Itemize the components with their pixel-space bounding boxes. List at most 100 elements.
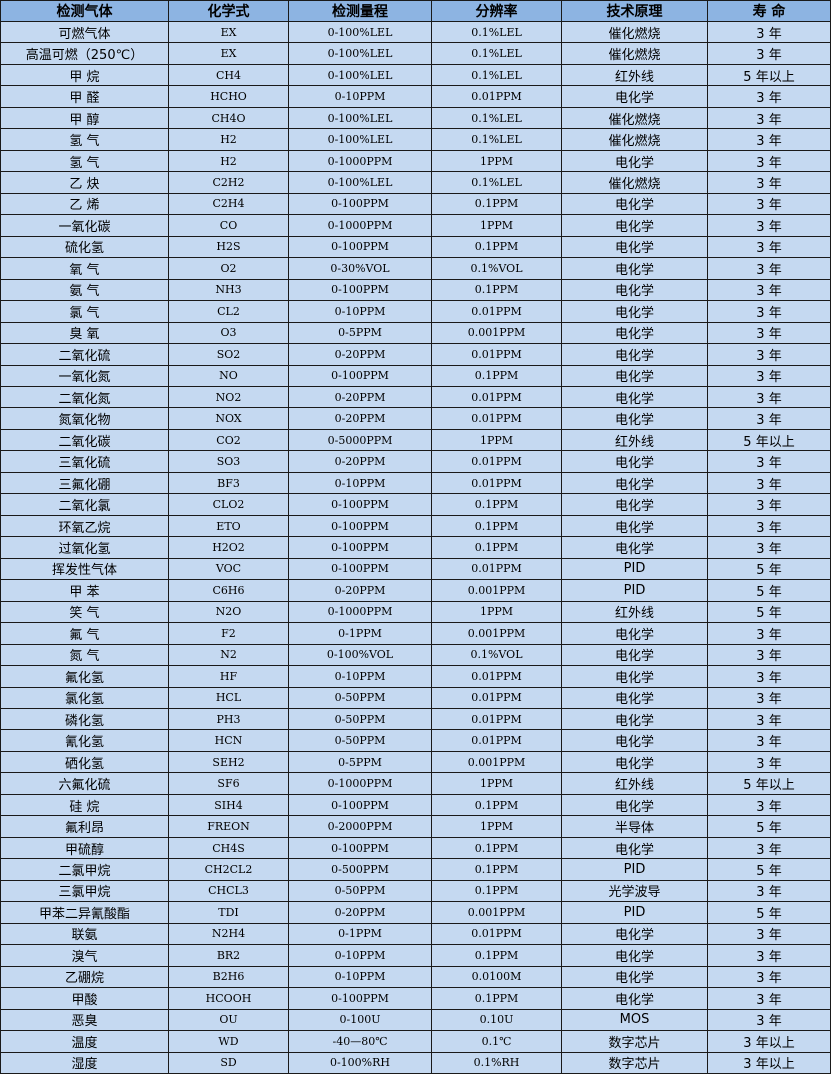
cell-principle: 电化学 xyxy=(561,686,708,710)
table-row: 笑 气 N2O 0-1000PPM 1PPM 红外线 5 年 xyxy=(0,600,831,624)
table-row: 甲苯二异氰酸酯 TDI 0-20PPM 0.001PPM PID 5 年 xyxy=(0,901,831,924)
table-row: 甲 苯 C6H6 0-20PPM 0.001PPM PID 5 年 xyxy=(0,579,831,602)
cell-principle: 电化学 xyxy=(561,514,708,538)
cell-resolution: 0.1PPM xyxy=(431,858,562,881)
cell-resolution: 0.001PPM xyxy=(431,579,562,602)
cell-principle: 电化学 xyxy=(561,364,708,387)
cell-gas: 笑 气 xyxy=(0,600,169,624)
cell-lifespan: 3 年 xyxy=(707,471,831,495)
table-row: 溴气 BR2 0-10PPM 0.1PPM 电化学 3 年 xyxy=(0,944,831,967)
table-row: 甲 烷 CH4 0-100%LEL 0.1%LEL 红外线 5 年以上 xyxy=(0,63,831,87)
cell-gas: 甲 苯 xyxy=(0,579,169,602)
cell-range: 0-1PPM xyxy=(288,922,432,946)
cell-range: 0-10PPM xyxy=(288,665,432,688)
cell-resolution: 0.1PPM xyxy=(431,836,562,860)
cell-resolution: 0.01PPM xyxy=(431,85,562,108)
cell-resolution: 0.1PPM xyxy=(431,192,562,216)
cell-gas: 温度 xyxy=(0,1030,169,1053)
table-row: 湿度 SD 0-100%RH 0.1%RH 数字芯片 3 年以上 xyxy=(0,1051,831,1074)
cell-range: 0-10PPM xyxy=(288,85,432,108)
header-range: 检测量程 xyxy=(288,0,432,22)
cell-range: 0-50PPM xyxy=(288,729,432,752)
cell-lifespan: 3 年 xyxy=(707,987,831,1010)
cell-range: 0-100PPM xyxy=(288,557,432,581)
table-row: 一氧化碳 CO 0-1000PPM 1PPM 电化学 3 年 xyxy=(0,214,831,237)
table-row: 甲 醇 CH4O 0-100%LEL 0.1%LEL 催化燃烧 3 年 xyxy=(0,106,831,130)
cell-gas: 二氧化硫 xyxy=(0,343,169,366)
cell-lifespan: 5 年 xyxy=(707,557,831,581)
cell-lifespan: 3 年 xyxy=(707,450,831,473)
cell-gas: 乙 烯 xyxy=(0,192,169,216)
cell-range: 0-20PPM xyxy=(288,343,432,366)
cell-formula: CH4 xyxy=(168,63,289,87)
cell-resolution: 0.001PPM xyxy=(431,901,562,924)
cell-gas: 六氟化硫 xyxy=(0,772,169,795)
cell-lifespan: 5 年 xyxy=(707,600,831,624)
cell-principle: 电化学 xyxy=(561,257,708,280)
cell-gas: 氨 气 xyxy=(0,278,169,302)
cell-gas: 氮氧化物 xyxy=(0,407,169,430)
table-row: 氟 气 F2 0-1PPM 0.001PPM 电化学 3 年 xyxy=(0,622,831,645)
cell-gas: 乙 炔 xyxy=(0,171,169,194)
cell-formula: BF3 xyxy=(168,471,289,495)
cell-lifespan: 3 年 xyxy=(707,622,831,645)
table-row: 二氧化氮 NO2 0-20PPM 0.01PPM 电化学 3 年 xyxy=(0,385,831,409)
cell-lifespan: 3 年 xyxy=(707,321,831,345)
table-row: 乙 炔 C2H2 0-100%LEL 0.1%LEL 催化燃烧 3 年 xyxy=(0,171,831,194)
cell-resolution: 0.1%LEL xyxy=(431,42,562,65)
cell-gas: 三氧化硫 xyxy=(0,450,169,473)
cell-gas: 硒化氢 xyxy=(0,750,169,774)
table-row: 恶臭 OU 0-100U 0.10U MOS 3 年 xyxy=(0,1008,831,1032)
cell-formula: SIH4 xyxy=(168,793,289,817)
table-row: 二氧化碳 CO2 0-5000PPM 1PPM 红外线 5 年以上 xyxy=(0,428,831,452)
cell-gas: 二氧化碳 xyxy=(0,428,169,452)
cell-resolution: 0.1%LEL xyxy=(431,171,562,194)
cell-principle: 电化学 xyxy=(561,214,708,237)
cell-lifespan: 3 年 xyxy=(707,643,831,667)
cell-resolution: 0.1PPM xyxy=(431,364,562,387)
cell-formula: CH4O xyxy=(168,106,289,130)
cell-formula: C6H6 xyxy=(168,579,289,602)
cell-resolution: 0.01PPM xyxy=(431,385,562,409)
cell-range: 0-100PPM xyxy=(288,192,432,216)
cell-resolution: 0.1PPM xyxy=(431,987,562,1010)
cell-formula: C2H4 xyxy=(168,192,289,216)
table-row: 一氧化氮 NO 0-100PPM 0.1PPM 电化学 3 年 xyxy=(0,364,831,387)
cell-formula: VOC xyxy=(168,557,289,581)
cell-gas: 二氧化氮 xyxy=(0,385,169,409)
cell-gas: 氯 气 xyxy=(0,300,169,323)
cell-lifespan: 3 年 xyxy=(707,707,831,731)
header-principle: 技术原理 xyxy=(561,0,708,22)
cell-principle: 电化学 xyxy=(561,965,708,989)
cell-gas: 湿度 xyxy=(0,1051,169,1074)
cell-principle: 电化学 xyxy=(561,793,708,817)
table-row: 甲硫醇 CH4S 0-100PPM 0.1PPM 电化学 3 年 xyxy=(0,836,831,860)
cell-gas: 氯化氢 xyxy=(0,686,169,710)
cell-principle: 电化学 xyxy=(561,385,708,409)
cell-range: 0-1000PPM xyxy=(288,772,432,795)
cell-formula: H2 xyxy=(168,128,289,151)
cell-formula: HCOOH xyxy=(168,987,289,1010)
cell-formula: HF xyxy=(168,665,289,688)
cell-lifespan: 3 年 xyxy=(707,42,831,65)
cell-range: 0-100PPM xyxy=(288,235,432,259)
cell-resolution: 0.1%RH xyxy=(431,1051,562,1074)
cell-range: 0-100PPM xyxy=(288,493,432,516)
cell-formula: NO xyxy=(168,364,289,387)
cell-formula: ETO xyxy=(168,514,289,538)
cell-gas: 甲酸 xyxy=(0,987,169,1010)
cell-gas: 氟化氢 xyxy=(0,665,169,688)
cell-resolution: 0.0100M xyxy=(431,965,562,989)
table-row: 氢 气 H2 0-100%LEL 0.1%LEL 催化燃烧 3 年 xyxy=(0,128,831,151)
header-formula: 化学式 xyxy=(168,0,289,22)
cell-principle: 电化学 xyxy=(561,149,708,173)
table-row: 氮 气 N2 0-100%VOL 0.1%VOL 电化学 3 年 xyxy=(0,643,831,667)
table-row: 氯 气 CL2 0-10PPM 0.01PPM 电化学 3 年 xyxy=(0,300,831,323)
cell-formula: FREON xyxy=(168,815,289,838)
cell-range: 0-10PPM xyxy=(288,944,432,967)
table-row: 二氧化硫 SO2 0-20PPM 0.01PPM 电化学 3 年 xyxy=(0,343,831,366)
cell-principle: 电化学 xyxy=(561,471,708,495)
cell-lifespan: 3 年 xyxy=(707,192,831,216)
cell-gas: 高温可燃（250℃） xyxy=(0,42,169,65)
